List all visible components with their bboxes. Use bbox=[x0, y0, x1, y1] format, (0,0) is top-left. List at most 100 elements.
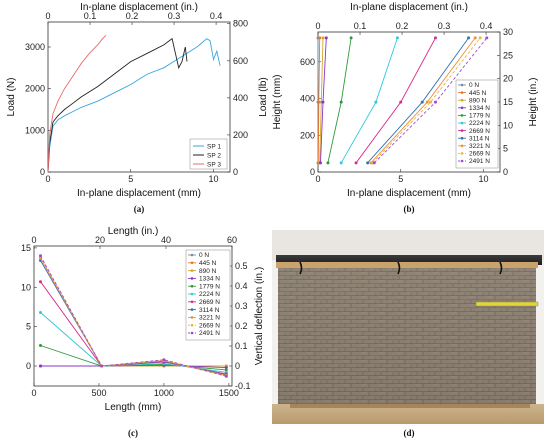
data-point bbox=[326, 161, 330, 165]
series-line-sp-2 bbox=[47, 37, 188, 173]
y2-tick-label: 0 bbox=[233, 167, 238, 177]
legend-entry: 2669 N bbox=[199, 299, 220, 306]
panel-d-photo: (d) bbox=[272, 230, 544, 438]
photo-top-plate bbox=[276, 262, 538, 268]
legend-entry: SP 1 bbox=[207, 143, 221, 150]
legend-marker bbox=[190, 316, 194, 319]
y2-tick-label: 0.3 bbox=[235, 301, 248, 311]
legend-entry: 2669 N bbox=[469, 151, 490, 158]
legend-marker bbox=[460, 91, 464, 94]
data-point bbox=[38, 344, 42, 348]
panel-d-caption: (d) bbox=[404, 428, 415, 438]
x2-tick-label: 0 bbox=[31, 235, 36, 245]
y-tick-label: 2000 bbox=[25, 84, 45, 94]
data-point bbox=[317, 100, 321, 104]
panel-b-caption: (b) bbox=[404, 204, 415, 214]
x2-tick-label: 40 bbox=[161, 235, 171, 245]
x2-tick-label: 0.4 bbox=[210, 11, 223, 21]
panel-b-ylabel: Height (mm) bbox=[272, 74, 283, 129]
legend-entry: 2491 N bbox=[199, 330, 220, 337]
data-point bbox=[38, 254, 42, 258]
x-tick-label: 500 bbox=[91, 388, 106, 398]
panel-c-caption: (c) bbox=[128, 428, 138, 438]
data-point bbox=[321, 36, 325, 40]
x-tick-label: 10 bbox=[478, 174, 488, 184]
series-line-sp-1 bbox=[47, 38, 221, 173]
panel-b-x2label: In-plane displacement (in.) bbox=[350, 2, 468, 13]
legend-marker bbox=[460, 98, 464, 102]
data-point bbox=[162, 358, 166, 362]
legend-entry: 445 N bbox=[199, 260, 217, 267]
data-point bbox=[399, 100, 403, 104]
legend-entry: 445 N bbox=[469, 90, 487, 97]
x2-tick-label: 0.1 bbox=[354, 21, 367, 31]
legend-marker bbox=[190, 292, 194, 296]
panel-a-y2label: Load (lb) bbox=[258, 77, 269, 116]
data-point bbox=[354, 161, 358, 165]
y-tick-label: 10 bbox=[21, 282, 31, 292]
y2-tick-label: 25 bbox=[503, 50, 513, 60]
y2-tick-label: 0 bbox=[503, 167, 508, 177]
x2-tick-label: 0.3 bbox=[168, 11, 181, 21]
legend-marker bbox=[460, 144, 464, 148]
legend-marker bbox=[190, 284, 194, 288]
data-point bbox=[321, 100, 325, 104]
y2-tick-label: 30 bbox=[503, 27, 513, 37]
panel-a-legend: SP 1 SP 2 SP 3 bbox=[189, 138, 228, 170]
y2-tick-label: 20 bbox=[503, 74, 513, 84]
data-point bbox=[433, 36, 437, 40]
photo-base-beam bbox=[290, 404, 530, 408]
data-point bbox=[100, 364, 104, 368]
legend-entry: 2669 N bbox=[469, 128, 490, 135]
legend-marker bbox=[190, 277, 194, 280]
y2-tick-label: 15 bbox=[503, 97, 513, 107]
y-tick-label: 1000 bbox=[25, 125, 45, 135]
legend-entry: 1334 N bbox=[199, 276, 220, 283]
legend-marker bbox=[460, 114, 464, 117]
x-tick-label: 5 bbox=[398, 174, 403, 184]
legend-entry: 890 N bbox=[469, 97, 487, 104]
photo-clamp-straps bbox=[299, 261, 503, 275]
panel-b-series-group bbox=[316, 36, 489, 165]
y2-tick-label: 0 bbox=[235, 361, 240, 371]
legend-marker bbox=[190, 308, 194, 311]
data-point bbox=[425, 100, 429, 104]
legend-marker bbox=[190, 269, 194, 272]
y-tick-label: 600 bbox=[300, 57, 315, 67]
y-tick-label: 3000 bbox=[25, 42, 45, 52]
panel-a-caption: (a) bbox=[134, 204, 145, 214]
legend-marker bbox=[460, 136, 464, 140]
x-tick-label: 10 bbox=[208, 174, 218, 184]
legend-entry: 3114 N bbox=[199, 307, 220, 314]
y2-tick-label: -0.1 bbox=[235, 381, 251, 391]
y-tick-label: 400 bbox=[300, 94, 315, 104]
x-tick-label: 0 bbox=[45, 174, 50, 184]
x2-tick-label: 0.2 bbox=[126, 11, 139, 21]
legend-entry: 1334 N bbox=[469, 105, 490, 112]
legend-entry: 3221 N bbox=[469, 143, 490, 150]
legend-marker bbox=[190, 300, 194, 304]
legend-marker bbox=[460, 106, 464, 110]
y2-tick-label: 400 bbox=[233, 93, 248, 103]
y-tick-label: 15 bbox=[21, 243, 31, 253]
panel-b-xlabel: In-plane displacement (mm) bbox=[347, 188, 471, 199]
x2-tick-label: 0 bbox=[315, 21, 320, 31]
panel-a: 0 5 10 0 1000 2000 3000 0 0.1 0.2 0.3 0.4 0 200 400 600… bbox=[6, 2, 269, 214]
x2-tick-label: 20 bbox=[95, 235, 105, 245]
data-point bbox=[38, 364, 42, 368]
x-tick-label: 5 bbox=[128, 174, 133, 184]
legend-marker bbox=[190, 253, 194, 257]
data-point bbox=[324, 36, 328, 40]
y2-tick-label: 0.4 bbox=[235, 281, 248, 291]
panel-b-y2label: Height (in.) bbox=[528, 78, 539, 127]
legend-marker bbox=[190, 331, 194, 335]
legend-entry: 2669 N bbox=[199, 322, 220, 329]
y2-tick-label: 10 bbox=[503, 120, 513, 130]
data-point bbox=[374, 100, 378, 104]
x-tick-label: 1500 bbox=[219, 388, 239, 398]
legend-entry: 890 N bbox=[199, 268, 217, 275]
data-point bbox=[467, 36, 471, 40]
